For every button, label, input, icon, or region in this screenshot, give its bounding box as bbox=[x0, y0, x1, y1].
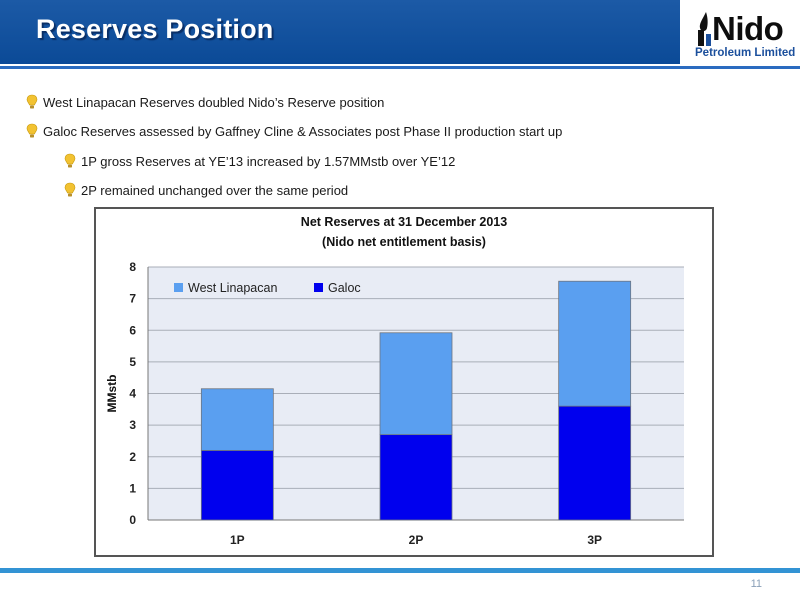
sub-bullet-item: 2P remained unchanged over the same peri… bbox=[64, 182, 348, 198]
sub-bullet-item: 1P gross Reserves at YE’13 increased by … bbox=[64, 153, 455, 169]
bulb-bullet-icon bbox=[64, 153, 76, 168]
bar-galoc-1p bbox=[200, 450, 274, 521]
bullet-text: Galoc Reserves assessed by Gaffney Cline… bbox=[43, 123, 563, 139]
y-tick-label: 5 bbox=[129, 355, 136, 369]
bullet-text: 2P remained unchanged over the same peri… bbox=[81, 182, 349, 198]
bar-west-linapacan-2p bbox=[379, 332, 453, 436]
y-tick-label: 0 bbox=[129, 513, 136, 527]
page-number: 11 bbox=[750, 578, 762, 590]
header-band bbox=[0, 0, 680, 64]
bullet-text: West Linapacan Reserves doubled Nido’s R… bbox=[43, 94, 385, 110]
nido-drop-icon bbox=[698, 12, 711, 46]
footer-divider bbox=[0, 568, 800, 573]
x-tick-label: 1P bbox=[230, 533, 245, 547]
y-tick-label: 2 bbox=[129, 450, 136, 464]
bulb-bullet-icon bbox=[26, 94, 38, 109]
bulb-bullet-icon bbox=[26, 123, 38, 138]
y-tick-label: 7 bbox=[129, 292, 136, 306]
legend-label: Galoc bbox=[328, 281, 361, 295]
bulb-bullet-icon bbox=[64, 182, 76, 197]
x-tick-label: 3P bbox=[587, 533, 602, 547]
legend-swatch bbox=[174, 283, 183, 292]
chart-plot: 0 1 2 3 4 5 6 7 8 MMstb 1P 2P 3P West Linapacan Galoc bbox=[105, 260, 684, 547]
header-divider bbox=[0, 66, 800, 69]
bar-galoc-2p bbox=[379, 434, 453, 521]
y-tick-label: 4 bbox=[129, 387, 136, 401]
bullet-item: West Linapacan Reserves doubled Nido’s R… bbox=[26, 94, 384, 110]
nido-logo: Nido Petroleum Limited bbox=[690, 6, 796, 64]
y-tick-label: 8 bbox=[129, 260, 136, 274]
logo-wordmark: Nido bbox=[712, 10, 784, 47]
bullet-text: 1P gross Reserves at YE’13 increased by … bbox=[81, 153, 456, 169]
bullet-item: Galoc Reserves assessed by Gaffney Cline… bbox=[26, 123, 562, 139]
x-tick-label: 2P bbox=[409, 533, 424, 547]
y-tick-label: 1 bbox=[129, 481, 136, 495]
header: Reserves Position Nido Petroleum Limited bbox=[0, 0, 800, 69]
bar-west-linapacan-1p bbox=[200, 388, 274, 451]
legend-label: West Linapacan bbox=[188, 281, 277, 295]
chart-subtitle: (Nido net entitlement basis) bbox=[322, 235, 486, 249]
bar-west-linapacan-3p bbox=[558, 280, 632, 407]
bar-galoc-3p bbox=[558, 405, 632, 521]
page-title: Reserves Position bbox=[36, 14, 274, 44]
reserves-chart: Net Reserves at 31 December 2013 (Nido n… bbox=[94, 207, 714, 557]
logo-subtitle: Petroleum Limited bbox=[695, 47, 796, 59]
y-tick-label: 6 bbox=[129, 323, 136, 337]
y-tick-label: 3 bbox=[129, 418, 136, 432]
legend-swatch bbox=[314, 283, 323, 292]
chart-title: Net Reserves at 31 December 2013 bbox=[300, 215, 508, 229]
y-axis-label: MMstb bbox=[105, 375, 119, 413]
